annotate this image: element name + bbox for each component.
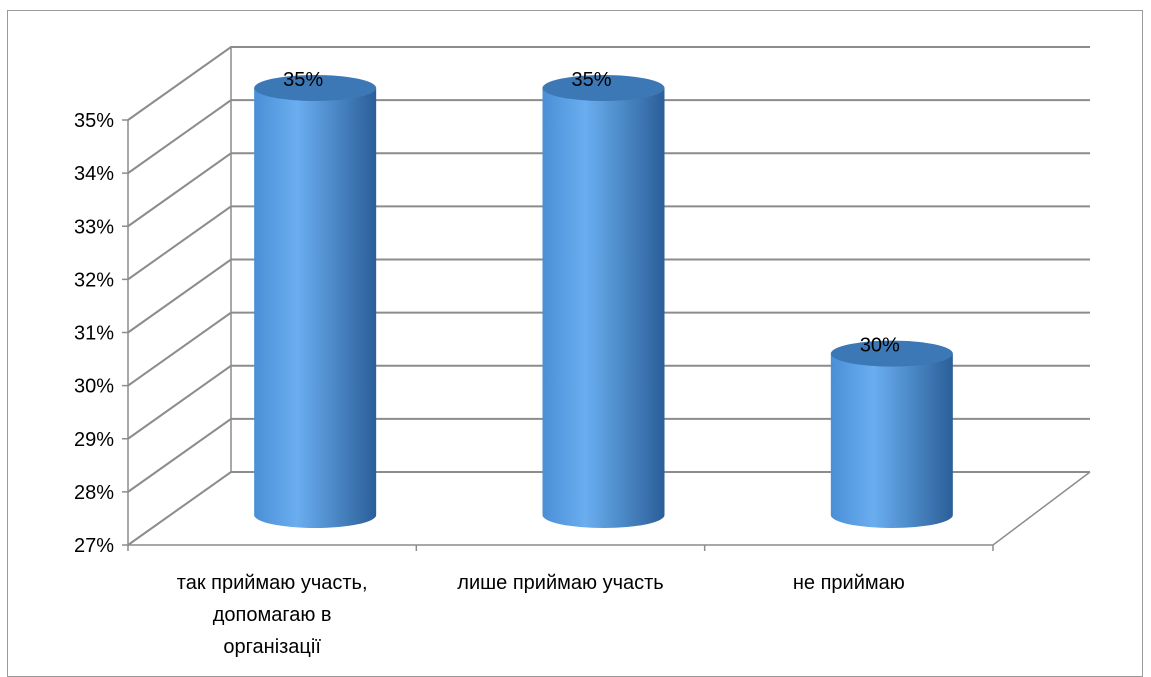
bar <box>254 75 377 528</box>
bar-body <box>254 88 377 528</box>
y-axis: 27% 28% 29% 30% 31% 32% 33% 34% 35% <box>74 110 129 557</box>
bars <box>254 75 953 528</box>
bar-body <box>542 88 665 528</box>
bar-top <box>830 340 953 367</box>
x-category-label: не приймаю <box>793 572 905 594</box>
chart-walls <box>127 46 1090 546</box>
x-category-label-line: лише приймаю участь <box>457 572 663 594</box>
y-tick-label: 29% <box>74 429 114 451</box>
bar-body <box>830 353 953 528</box>
data-label: 30% <box>860 335 900 357</box>
data-label: 35% <box>283 69 323 91</box>
y-tick-label: 27% <box>74 535 114 557</box>
y-tick-label: 32% <box>74 269 114 291</box>
y-tick-label: 31% <box>74 323 114 345</box>
data-labels: 35% 35% 30% <box>283 69 900 357</box>
x-category-label: лише приймаю участь <box>457 572 663 594</box>
x-category-label-line: не приймаю <box>793 572 905 594</box>
x-category-label-line: так приймаю участь, <box>177 572 368 594</box>
x-category-label-line: організації <box>223 636 321 658</box>
bar-top <box>542 75 665 101</box>
y-tick-label: 35% <box>74 110 114 132</box>
y-tick-label: 28% <box>74 482 114 504</box>
y-tick-label: 34% <box>74 163 114 185</box>
bar <box>542 75 665 528</box>
x-axis: так приймаю участь, допомагаю в організаці… <box>127 471 1091 658</box>
x-category-label: так приймаю участь, допомагаю в організаці… <box>177 572 368 658</box>
bar-top <box>254 75 377 101</box>
y-tick-label: 33% <box>74 216 114 238</box>
y-tick-label: 30% <box>74 376 114 398</box>
bar <box>830 340 953 528</box>
data-label: 35% <box>571 69 611 91</box>
x-category-label-line: допомагаю в <box>213 604 332 626</box>
